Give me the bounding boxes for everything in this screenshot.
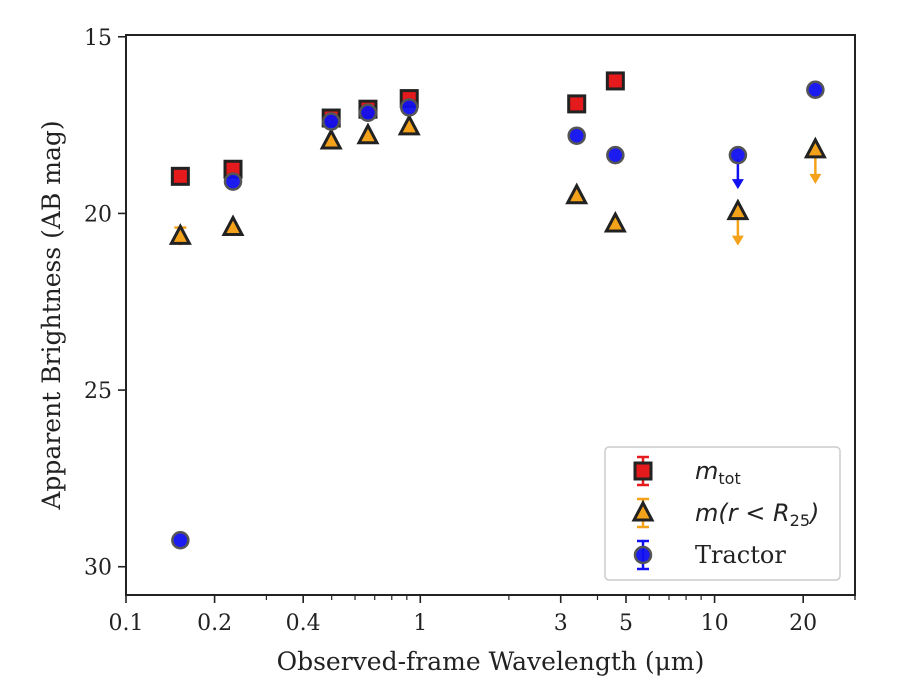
x-tick-label: 0.4 [286,611,321,636]
legend-marker [631,499,655,522]
x-tick-label: 20 [789,611,817,636]
series-2 [171,80,825,550]
m-r25-point [319,127,343,150]
legend-label: mtot [695,457,741,488]
upper-limit-arrowhead [809,173,822,184]
x-tick-label: 10 [701,611,729,636]
legend-marker [633,461,653,481]
m-r25-point [168,223,192,245]
m-r25-point [356,122,380,145]
y-tick-label: 30 [84,556,112,581]
m-r25-point [726,198,750,221]
y-tick-label: 25 [84,379,112,404]
tractor-point [223,172,243,191]
x-tick-label: 5 [619,611,633,636]
upper-limit-arrowhead [731,235,744,246]
y-tick-label: 15 [84,26,112,51]
tractor-point [321,112,341,131]
m-tot-point [567,94,587,114]
m-r25-point [803,136,827,159]
m-tot-point [170,166,190,186]
m-r25-point [603,210,627,233]
tractor-point [171,530,190,550]
y-axis-label: Apparent Brightness (AB mag) [37,120,66,510]
tractor-point [358,103,378,122]
x-tick-label: 0.1 [109,611,144,636]
tractor-point [399,98,419,117]
y-axis: 15 20 25 30 [84,26,126,581]
legend-marker [633,545,653,565]
series-1 [168,113,827,246]
tractor-point [806,80,825,100]
x-axis-label: Observed-frame Wavelength (μm) [277,647,705,676]
m-r25-point [565,182,589,205]
upper-limit-arrowhead [731,179,744,190]
m-r25-point [221,214,245,237]
tractor-point [606,145,625,165]
data-marks [168,71,827,550]
m-r25-point [397,113,421,136]
m-tot-point [605,71,625,91]
x-axis: 0.1 0.2 0.4 1 3 5 10 20 [109,595,856,636]
plot-frame [125,34,856,596]
y-tick-label: 20 [84,202,112,227]
x-tick-label: 3 [554,611,568,636]
x-tick-label: 0.2 [197,611,232,636]
tractor-point [567,126,586,145]
legend-box [604,446,841,581]
legend: mtot m(r < R25) Tractor [604,446,841,581]
x-tick-label: 1 [413,611,427,636]
legend-label: m(r < R25) [695,499,819,530]
tractor-point [728,145,748,165]
legend-label: Tractor [695,541,786,569]
